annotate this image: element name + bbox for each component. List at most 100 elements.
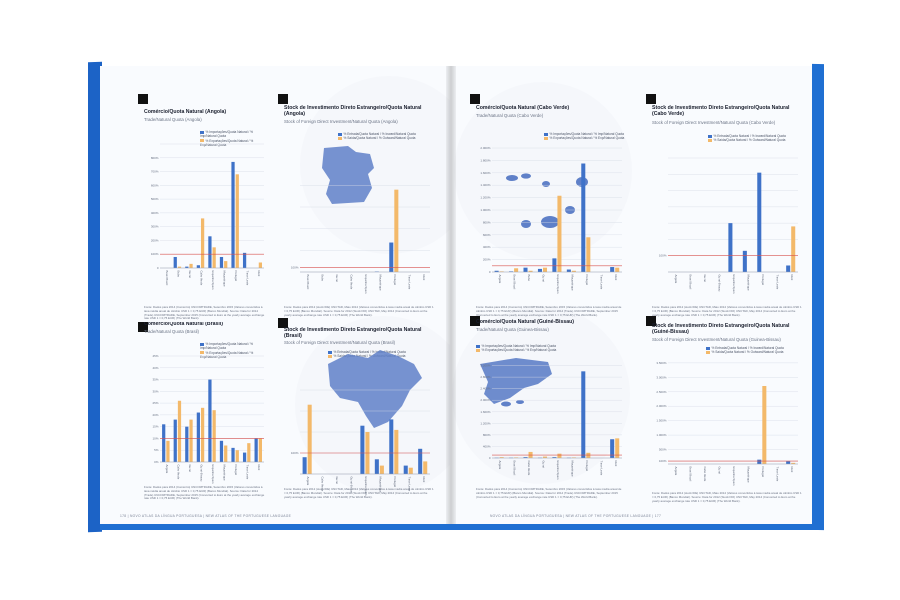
bar-series-1 bbox=[418, 448, 423, 474]
x-tick-label: Brasil Brazil bbox=[513, 461, 517, 476]
bar-series-1 bbox=[757, 459, 762, 464]
x-tick-label: Bubo bbox=[321, 275, 325, 282]
x-tick-label: Guiné bbox=[703, 275, 707, 283]
source-note: Fonte: Dados para 2014 (Comércio) UNCOMT… bbox=[476, 305, 622, 317]
bar-series-2 bbox=[499, 457, 504, 458]
bar-series-2 bbox=[528, 270, 533, 272]
chart-title: Comércio/Quota Natural (Guiné-Bissau) bbox=[476, 319, 575, 325]
bar-series-1 bbox=[196, 412, 200, 462]
x-tick-label: Espanha Spain bbox=[211, 465, 215, 484]
x-tick-label: Espanha Spain bbox=[556, 461, 560, 480]
chart-legend: % Importações/Quota Natural / % Imp/Natu… bbox=[544, 132, 628, 141]
chart-title: Stock de Investimento Direto Estrangeiro… bbox=[284, 105, 422, 117]
y-tick-label: 700% bbox=[151, 170, 159, 174]
bar-series-1 bbox=[208, 379, 212, 462]
bar-series-2 bbox=[166, 440, 170, 462]
x-tick-label: Timor-Leste bbox=[407, 477, 411, 492]
bar-series-2 bbox=[258, 438, 262, 462]
y-tick-label: 400% bbox=[151, 211, 159, 215]
x-tick-label: Timor-Leste bbox=[246, 271, 250, 286]
section-marker-icon bbox=[138, 322, 148, 332]
x-tick-label: Angola bbox=[674, 275, 678, 284]
bar-series-2 bbox=[557, 453, 562, 458]
x-tick-label: Timor-Leste bbox=[599, 275, 603, 290]
y-tick-label: 35% bbox=[152, 378, 158, 382]
panel-caboverde-trade: Comércio/Quota Natural (Cabo Verde) Trad… bbox=[470, 94, 630, 324]
right-page: Comércio/Quota Natural (Cabo Verde) Trad… bbox=[450, 66, 812, 524]
y-tick-label: 1.000% bbox=[656, 433, 667, 437]
x-tick-label: Portugal bbox=[761, 467, 765, 478]
bar-series-2 bbox=[212, 410, 216, 462]
y-tick-label: 1.000% bbox=[480, 208, 491, 212]
x-tick-label: Angola bbox=[165, 465, 169, 474]
y-tick-label: 0 bbox=[489, 456, 491, 460]
x-tick-label: Portugal bbox=[393, 477, 397, 488]
bar-series-1 bbox=[757, 172, 762, 272]
left-page: Comércio/Quota Natural (Angola) Trade/Na… bbox=[100, 66, 450, 524]
bar-chart: 0% 5% 10% 15% 20% 25% 30% 35% 40% 45% Angola Cabo V… bbox=[152, 354, 264, 484]
section-marker-icon bbox=[646, 316, 656, 326]
bar-series-1 bbox=[403, 465, 408, 474]
y-tick-label: 800% bbox=[483, 433, 491, 437]
x-tick-label: Espanha Spain bbox=[732, 467, 736, 486]
x-tick-label: Guiné-Bissau bbox=[718, 275, 722, 292]
chart-title: Stock de Investimento Direto Estrangeiro… bbox=[652, 105, 790, 117]
bar-series-1 bbox=[537, 268, 542, 272]
x-tick-label: Brasil Brazil bbox=[689, 467, 693, 482]
bar-series-2 bbox=[514, 457, 519, 458]
chart-subtitle: Trade/Natural Quota (Cabo Verde) bbox=[476, 113, 544, 118]
bar-chart: 0 200% 400% 600% 800% 1.000% 1.200% 1.400% 1.600… bbox=[480, 146, 622, 294]
bar-chart: 100% Angola Brasil Brazil Guiné Guiné-Bissau… bbox=[659, 157, 798, 294]
x-tick-label: Moçambique bbox=[223, 271, 227, 287]
panel-brasil-fdi: Stock de Investimento Direto Estrangeiro… bbox=[278, 318, 438, 512]
panel-angola-trade: Comércio/Quota Natural (Angola) Trade/Na… bbox=[138, 94, 268, 324]
bar-series-2 bbox=[791, 226, 796, 272]
source-note: Fonte: Dados para 2012 (stock IDE) UNCTA… bbox=[284, 305, 434, 317]
bar-series-2 bbox=[224, 445, 228, 462]
x-tick-label: Timor-Leste bbox=[599, 461, 603, 476]
book-gutter bbox=[446, 66, 456, 524]
bar-series-2 bbox=[542, 267, 548, 272]
decorative-circle bbox=[452, 306, 630, 484]
y-tick-label: 3.200% bbox=[480, 364, 491, 368]
bar-series-1 bbox=[581, 163, 586, 272]
y-tick-label: 100% bbox=[659, 254, 667, 258]
y-tick-label: 3.500% bbox=[656, 361, 667, 365]
bar-series-2 bbox=[408, 467, 413, 474]
chart-subtitle: Trade/Natural Quota (Guinea-Bissau) bbox=[476, 327, 549, 332]
y-tick-label: 500% bbox=[151, 197, 159, 201]
bar-series-1 bbox=[242, 452, 247, 462]
chart-title: Comércio/Quota Natural (Brasil) bbox=[144, 322, 223, 327]
x-tick-label: Bubo bbox=[176, 271, 180, 278]
bar-series-2 bbox=[177, 400, 182, 462]
x-tick-label: Cabo Verde bbox=[321, 477, 325, 492]
bar-series-2 bbox=[200, 218, 205, 268]
bar-series-1 bbox=[254, 438, 258, 462]
x-tick-label: Rest bbox=[422, 477, 426, 483]
bar-series-1 bbox=[566, 269, 571, 272]
x-tick-label: Timor-Leste bbox=[775, 467, 779, 482]
y-tick-label: 1.200% bbox=[480, 421, 491, 425]
bar-series-1 bbox=[742, 250, 747, 272]
bar-series-1 bbox=[302, 457, 307, 474]
y-tick-label: 600% bbox=[151, 183, 159, 187]
bar-series-1 bbox=[173, 256, 177, 268]
bar-series-2 bbox=[762, 386, 767, 464]
x-tick-label: Cabo Verde bbox=[176, 465, 180, 480]
x-tick-label: Angola bbox=[306, 477, 310, 486]
x-tick-label: Espanha Spain bbox=[556, 275, 560, 294]
bar-series-2 bbox=[586, 237, 591, 272]
bar-series-2 bbox=[189, 263, 193, 268]
x-tick-label: Moçambique bbox=[378, 477, 382, 493]
chart-subtitle: Stock of Foreign Direct Investment/Natur… bbox=[652, 337, 781, 342]
y-tick-label: 0 bbox=[157, 266, 159, 270]
bar-series-1 bbox=[552, 457, 557, 458]
x-tick-label: Espanha Spain bbox=[211, 271, 215, 290]
bar-series-1 bbox=[389, 242, 394, 272]
x-tick-label: Rest bbox=[422, 275, 426, 281]
bar-series-1 bbox=[185, 426, 189, 462]
bar-series-1 bbox=[208, 236, 212, 268]
chart-subtitle: Trade/Natural Quota (Angola) bbox=[144, 117, 202, 122]
x-tick-label: Moçambique bbox=[746, 467, 750, 483]
page-footer-left: 178 | NOVO ATLAS DA LÍNGUA PORTUGUESA | … bbox=[120, 514, 292, 518]
